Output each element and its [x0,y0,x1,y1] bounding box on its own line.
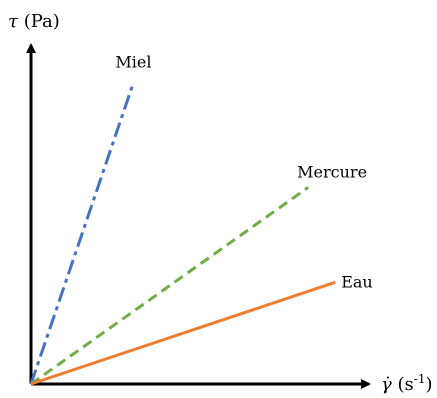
series-label-mercure: Mercure [297,162,367,181]
series-label-eau: Eau [341,272,373,291]
series-line-eau [30,280,336,386]
x-axis-label: γ̇ (s-1) [381,372,433,395]
y-axis-label: τ (Pa) [8,11,60,32]
series-label-miel: Miel [115,53,151,72]
series-layer: Miel Mercure Eau [29,53,373,386]
series-line-mercure [30,186,310,386]
series-line-miel [29,85,134,385]
